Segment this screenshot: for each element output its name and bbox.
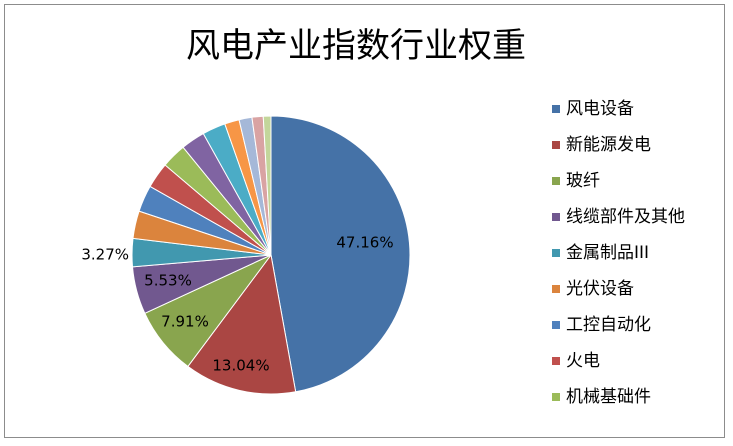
- chart-area: 风电产业指数行业权重 47.16% 13.04% 7.91% 5.53% 3.27% 风…: [4, 4, 725, 438]
- legend-label: 机械基础件: [566, 387, 651, 407]
- data-label: 3.27%: [81, 246, 129, 264]
- legend-swatch: [552, 285, 560, 293]
- data-label: 7.91%: [161, 313, 209, 331]
- pie-slices: [131, 115, 411, 395]
- legend-swatch: [552, 177, 560, 185]
- data-label: 13.04%: [212, 357, 269, 375]
- data-label: 47.16%: [336, 234, 393, 252]
- legend-label: 新能源发电: [566, 135, 651, 155]
- pie-chart: 风电产业指数行业权重 47.16% 13.04% 7.91% 5.53% 3.27% 风…: [81, 26, 685, 407]
- legend-label: 线缆部件及其他: [566, 207, 685, 227]
- legend-swatch: [552, 393, 560, 401]
- pie-slice-新能源发电: [187, 253, 297, 395]
- pie-slice-other-14: [262, 115, 272, 256]
- pie-slice-风电设备: [270, 115, 411, 393]
- legend-swatch: [552, 105, 560, 113]
- pie-data-labels: 47.16% 13.04% 7.91% 5.53% 3.27%: [81, 234, 393, 375]
- legend-swatch: [552, 321, 560, 329]
- legend-label: 工控自动化: [566, 315, 651, 335]
- legend-swatch: [552, 213, 560, 221]
- legend-swatch: [552, 249, 560, 257]
- legend-label: 金属制品III: [566, 243, 649, 263]
- legend-swatch: [552, 141, 560, 149]
- legend-label: 玻纤: [566, 171, 600, 191]
- legend-swatch: [552, 357, 560, 365]
- data-label: 5.53%: [144, 272, 192, 290]
- chart-title: 风电产业指数行业权重: [186, 26, 526, 66]
- legend-label: 风电设备: [566, 99, 634, 119]
- legend-label: 光伏设备: [566, 279, 634, 299]
- legend-label: 火电: [566, 351, 600, 371]
